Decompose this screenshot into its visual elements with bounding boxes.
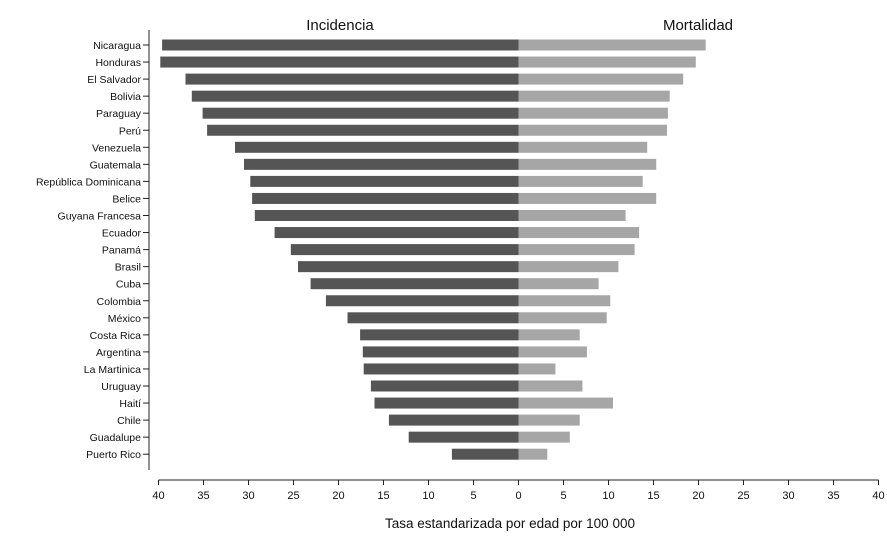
bar-mortalidad <box>518 329 580 341</box>
x-tick-label: 30 <box>782 490 794 502</box>
bar-incidencia <box>310 278 519 290</box>
category-label: Chile <box>117 415 141 427</box>
bar-incidencia <box>250 175 519 187</box>
bar-incidencia <box>298 261 519 273</box>
bar-incidencia <box>360 329 519 341</box>
x-tick-label: 40 <box>152 490 164 502</box>
category-label: Bolivia <box>110 91 141 103</box>
bar-incidencia <box>274 227 519 239</box>
x-tick-label: 35 <box>197 490 209 502</box>
category-label: El Salvador <box>87 74 141 86</box>
category-label: Puerto Rico <box>86 449 141 461</box>
x-tick-label: 40 <box>872 490 884 502</box>
bars-group <box>160 39 706 460</box>
bar-mortalidad <box>518 448 548 460</box>
bar-incidencia <box>451 448 519 460</box>
category-label: Ecuador <box>102 228 142 240</box>
bar-mortalidad <box>518 312 607 324</box>
bar-incidencia <box>235 141 519 153</box>
bar-mortalidad <box>518 192 657 204</box>
category-label: Panamá <box>102 245 141 257</box>
left-panel-title: Incidencia <box>306 17 374 34</box>
category-label: Perú <box>119 125 141 137</box>
bar-mortalidad <box>518 363 556 375</box>
bar-mortalidad <box>518 210 626 221</box>
category-label: México <box>108 313 141 325</box>
x-tick-label: 25 <box>287 490 299 502</box>
category-label: Belice <box>112 193 141 205</box>
category-label: Venezuela <box>92 142 141 154</box>
bar-mortalidad <box>518 56 696 68</box>
x-tick-label: 20 <box>332 490 344 502</box>
bar-incidencia <box>185 73 519 85</box>
x-tick-label: 30 <box>242 490 254 502</box>
bar-mortalidad <box>518 175 643 187</box>
category-label: La Martinica <box>84 364 141 376</box>
x-tick-label: 15 <box>647 490 659 502</box>
bar-incidencia <box>363 363 519 375</box>
right-panel-title: Mortalidad <box>663 17 733 34</box>
bar-mortalidad <box>518 346 587 358</box>
bar-mortalidad <box>518 261 619 273</box>
bar-incidencia <box>290 244 519 256</box>
bar-incidencia <box>252 192 519 204</box>
bar-mortalidad <box>518 244 635 256</box>
bar-incidencia <box>202 107 519 119</box>
bar-incidencia <box>160 56 519 68</box>
category-label: Uruguay <box>101 381 141 393</box>
category-label: Cuba <box>116 279 141 291</box>
bar-incidencia <box>191 90 519 102</box>
bar-mortalidad <box>518 141 648 153</box>
bar-incidencia <box>370 380 519 392</box>
bar-mortalidad <box>518 73 684 85</box>
bar-incidencia <box>254 210 519 221</box>
x-tick-label: 0 <box>515 490 521 502</box>
category-label: Honduras <box>95 57 141 69</box>
bar-incidencia <box>207 124 519 136</box>
x-axis-title: Tasa estandarizada por edad por 100 000 <box>385 516 635 531</box>
bar-mortalidad <box>518 380 583 392</box>
x-tick-label: 10 <box>602 490 614 502</box>
bar-mortalidad <box>518 158 657 170</box>
bar-mortalidad <box>518 90 670 102</box>
bar-mortalidad <box>518 397 613 409</box>
bar-incidencia <box>408 431 519 443</box>
x-tick-label: 35 <box>827 490 839 502</box>
category-label: Guatemala <box>90 159 142 171</box>
bar-mortalidad <box>518 295 611 307</box>
x-axis-ticks: 40 35 30 25 20 15 10 5 0 5 10 15 20 25 30 35 40 <box>152 480 885 502</box>
category-label: Paraguay <box>96 108 142 120</box>
bar-mortalidad <box>518 414 580 426</box>
bar-incidencia <box>374 397 519 409</box>
x-tick-label: 25 <box>737 490 749 502</box>
bar-mortalidad <box>518 431 570 443</box>
category-label: Guyana Francesa <box>58 211 142 223</box>
y-axis-ticks: Nicaragua Honduras El Salvador Bolivia Parag… <box>36 40 149 461</box>
bar-incidencia <box>388 414 519 426</box>
category-label: Argentina <box>96 347 141 359</box>
x-tick-label: 5 <box>470 490 476 502</box>
bar-incidencia <box>362 346 519 358</box>
bar-mortalidad <box>518 124 667 136</box>
category-label: Guadalupe <box>90 432 142 444</box>
x-tick-label: 10 <box>422 490 434 502</box>
bar-incidencia <box>244 158 519 170</box>
category-label: Colombia <box>97 296 142 308</box>
category-label: Haití <box>119 398 141 410</box>
category-label: Nicaragua <box>93 40 141 52</box>
category-label: Brasil <box>115 262 141 274</box>
bar-incidencia <box>347 312 519 324</box>
x-tick-label: 5 <box>560 490 566 502</box>
category-label: República Dominicana <box>36 176 141 188</box>
bar-mortalidad <box>518 39 706 51</box>
bar-mortalidad <box>518 227 640 239</box>
bar-incidencia <box>162 39 519 51</box>
bar-mortalidad <box>518 278 599 290</box>
category-label: Costa Rica <box>90 330 142 342</box>
bar-incidencia <box>325 295 519 307</box>
x-tick-label: 15 <box>377 490 389 502</box>
bar-mortalidad <box>518 107 668 119</box>
x-tick-label: 20 <box>692 490 704 502</box>
